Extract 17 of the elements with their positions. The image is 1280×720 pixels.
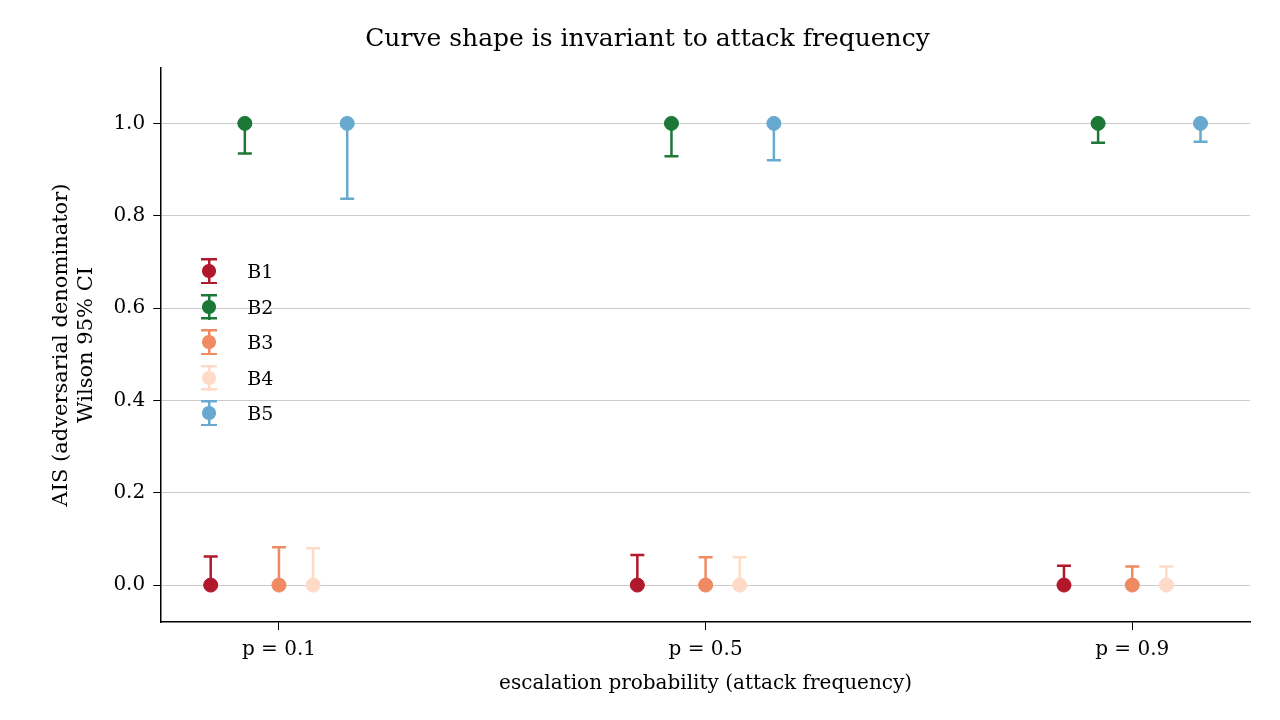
x-tick-label: p = 0.5	[668, 636, 743, 661]
legend-label: B5	[247, 402, 274, 424]
x-tick-label: p = 0.9	[1095, 636, 1170, 661]
y-tick-label: 0.8	[113, 201, 146, 226]
x-tick-label: p = 0.1	[241, 636, 317, 661]
y-tick-label: 1.0	[113, 109, 146, 134]
legend-label: B3	[247, 331, 274, 353]
y-tick-label: 0.4	[113, 386, 146, 411]
chart-title: Curve shape is invariant to attack frequency	[365, 22, 931, 52]
legend-label: B4	[247, 366, 274, 389]
y-tick-label: 0.2	[113, 478, 146, 503]
y-tick-label: 0.0	[113, 571, 146, 596]
y-axis-title: AIS (adversarial denominator) Wilson 95% CI	[48, 183, 98, 508]
y-tick-label: 0.6	[113, 294, 146, 319]
legend-label: B1	[247, 260, 274, 282]
legend-label: B2	[247, 295, 274, 318]
x-axis-title: escalation probability (attack frequency)	[499, 670, 913, 695]
